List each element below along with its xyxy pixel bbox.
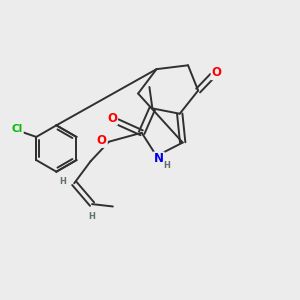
Text: H: H <box>88 212 95 221</box>
Text: N: N <box>154 152 164 165</box>
Text: O: O <box>97 134 107 147</box>
Text: H: H <box>59 177 66 186</box>
Text: O: O <box>107 112 117 125</box>
Text: H: H <box>164 161 170 170</box>
Text: Cl: Cl <box>12 124 23 134</box>
Text: O: O <box>212 66 222 79</box>
